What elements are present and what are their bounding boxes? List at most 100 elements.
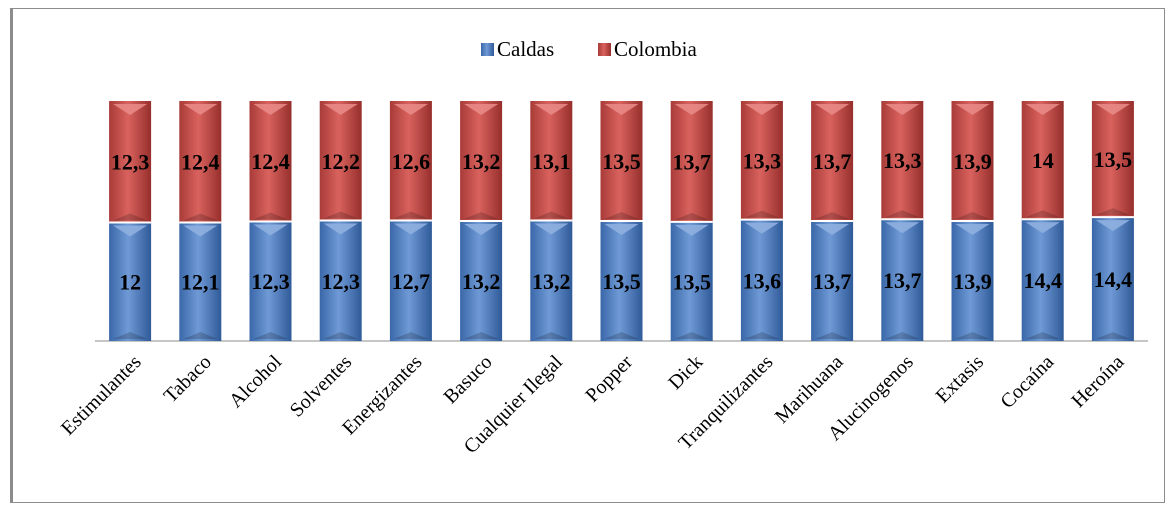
bar-bevel-colombia-10 xyxy=(815,104,850,115)
bar-shadow-colombia-2 xyxy=(253,212,288,220)
bar-segment-colombia-14 xyxy=(1091,101,1134,218)
value-label-caldas-0: 12 xyxy=(119,270,141,295)
bar-shadow-caldas-0 xyxy=(113,332,148,339)
bar-bevel-caldas-13 xyxy=(1025,222,1060,234)
value-label-caldas-9: 13,6 xyxy=(743,268,782,293)
bar-segment-caldas-2 xyxy=(249,221,292,341)
bar-bevel-colombia-12 xyxy=(955,104,990,115)
value-label-caldas-10: 13,7 xyxy=(813,269,852,294)
bar-bevel-colombia-13 xyxy=(1025,104,1060,115)
value-label-caldas-1: 12,1 xyxy=(181,270,220,295)
value-label-colombia-12: 13,9 xyxy=(953,149,992,174)
bar-shadow-colombia-10 xyxy=(815,212,850,219)
bar-bevel-caldas-4 xyxy=(393,223,428,235)
bar-segment-caldas-8 xyxy=(670,221,713,341)
x-tick-label-8: Dick xyxy=(664,351,707,394)
value-label-caldas-12: 13,9 xyxy=(953,269,992,294)
x-tick-label-0: Estimulantes xyxy=(57,351,146,440)
value-label-caldas-2: 12,3 xyxy=(251,269,290,294)
bar-shadow-caldas-10 xyxy=(815,332,850,339)
bar-shadow-colombia-11 xyxy=(885,210,920,218)
value-label-colombia-5: 13,2 xyxy=(462,149,501,174)
bar-segment-colombia-12 xyxy=(951,101,994,221)
bar-bevel-caldas-11 xyxy=(885,222,920,234)
bar-bevel-caldas-0 xyxy=(113,225,148,237)
bar-segment-colombia-7 xyxy=(600,101,643,221)
value-label-caldas-3: 12,3 xyxy=(321,269,360,294)
bar-bevel-colombia-5 xyxy=(464,104,499,115)
x-tick-label-13: Cocaína xyxy=(996,351,1058,413)
value-label-caldas-8: 13,5 xyxy=(672,269,711,294)
bar-bevel-colombia-11 xyxy=(885,104,920,115)
bar-segment-colombia-5 xyxy=(460,101,503,221)
bar-segment-caldas-5 xyxy=(460,221,503,341)
bar-shadow-caldas-4 xyxy=(393,332,428,339)
bar-segment-caldas-7 xyxy=(600,221,643,341)
bar-shadow-colombia-0 xyxy=(113,213,148,221)
legend-swatch-caldas xyxy=(481,43,494,56)
value-label-colombia-14: 13,5 xyxy=(1094,147,1133,172)
bar-segment-colombia-1 xyxy=(179,101,222,223)
bar-bevel-colombia-9 xyxy=(744,104,779,115)
bar-shadow-caldas-7 xyxy=(604,332,639,339)
value-label-caldas-7: 13,5 xyxy=(602,269,641,294)
bar-segment-colombia-2 xyxy=(249,101,292,222)
x-tick-label-12: Extasis xyxy=(932,351,989,408)
bar-bevel-caldas-9 xyxy=(744,222,779,234)
bar-shadow-caldas-3 xyxy=(323,332,358,339)
bar-shadow-colombia-7 xyxy=(604,212,639,219)
x-tick-label-5: Basuco xyxy=(439,351,496,408)
bar-shadow-colombia-13 xyxy=(1025,210,1060,218)
legend-label-caldas: Caldas xyxy=(497,37,554,61)
bar-segment-caldas-14 xyxy=(1091,217,1134,341)
bar-bevel-colombia-2 xyxy=(253,104,288,115)
bar-shadow-caldas-5 xyxy=(464,332,499,339)
bar-segment-caldas-13 xyxy=(1021,219,1064,341)
bar-segment-caldas-11 xyxy=(881,219,924,341)
x-tick-label-14: Heroína xyxy=(1067,351,1128,412)
bar-bevel-colombia-8 xyxy=(674,104,709,115)
bar-bevel-colombia-0 xyxy=(113,104,148,115)
value-label-caldas-13: 14,4 xyxy=(1023,268,1062,293)
x-tick-labels: Estimulantes Tabaco Alcohol SolventesEnergi… xyxy=(57,351,1129,458)
bar-segment-colombia-11 xyxy=(881,101,924,220)
value-label-colombia-10: 13,7 xyxy=(813,149,852,174)
x-tick-label-1: Tabaco xyxy=(160,351,216,407)
bar-bevel-caldas-7 xyxy=(604,224,639,235)
bar-shadow-colombia-9 xyxy=(744,210,779,218)
value-label-colombia-9: 13,3 xyxy=(743,148,782,173)
bar-bevel-colombia-6 xyxy=(534,104,569,115)
bar-shadow-caldas-12 xyxy=(955,332,990,339)
bar-segment-caldas-0 xyxy=(109,222,152,341)
value-label-colombia-4: 12,6 xyxy=(392,149,431,174)
bar-shadow-caldas-8 xyxy=(674,332,709,339)
bar-bevel-caldas-1 xyxy=(183,225,218,237)
x-tick-label-7: Popper xyxy=(581,351,637,407)
bars-group: 12 12,3 12,1 12,4 12,3 12,4 12,3 12,2 12,7 12,6 13… xyxy=(109,101,1134,341)
bar-segment-caldas-10 xyxy=(811,221,854,341)
bar-shadow-caldas-13 xyxy=(1025,332,1060,339)
value-label-colombia-2: 12,4 xyxy=(251,149,290,174)
value-label-colombia-1: 12,4 xyxy=(181,150,220,175)
value-label-colombia-8: 13,7 xyxy=(672,149,711,174)
bar-segment-colombia-3 xyxy=(319,101,362,221)
bar-shadow-colombia-14 xyxy=(1095,208,1130,216)
bar-segment-caldas-4 xyxy=(389,220,432,341)
bar-segment-colombia-9 xyxy=(740,101,783,220)
bar-shadow-caldas-2 xyxy=(253,332,288,339)
bar-segment-caldas-6 xyxy=(530,220,573,341)
bar-bevel-caldas-10 xyxy=(815,224,850,235)
value-label-colombia-13: 14 xyxy=(1032,148,1054,173)
bar-shadow-caldas-6 xyxy=(534,332,569,339)
bar-bevel-caldas-14 xyxy=(1095,220,1130,232)
value-label-colombia-3: 12,2 xyxy=(321,149,360,174)
value-label-colombia-11: 13,3 xyxy=(883,148,922,173)
bar-bevel-caldas-5 xyxy=(464,224,499,235)
bar-segment-caldas-1 xyxy=(179,222,222,341)
bar-segment-colombia-10 xyxy=(811,101,854,221)
value-label-caldas-5: 13,2 xyxy=(462,269,501,294)
bar-bevel-colombia-4 xyxy=(393,104,428,115)
bar-bevel-caldas-6 xyxy=(534,223,569,235)
value-label-colombia-0: 12,3 xyxy=(111,150,150,175)
